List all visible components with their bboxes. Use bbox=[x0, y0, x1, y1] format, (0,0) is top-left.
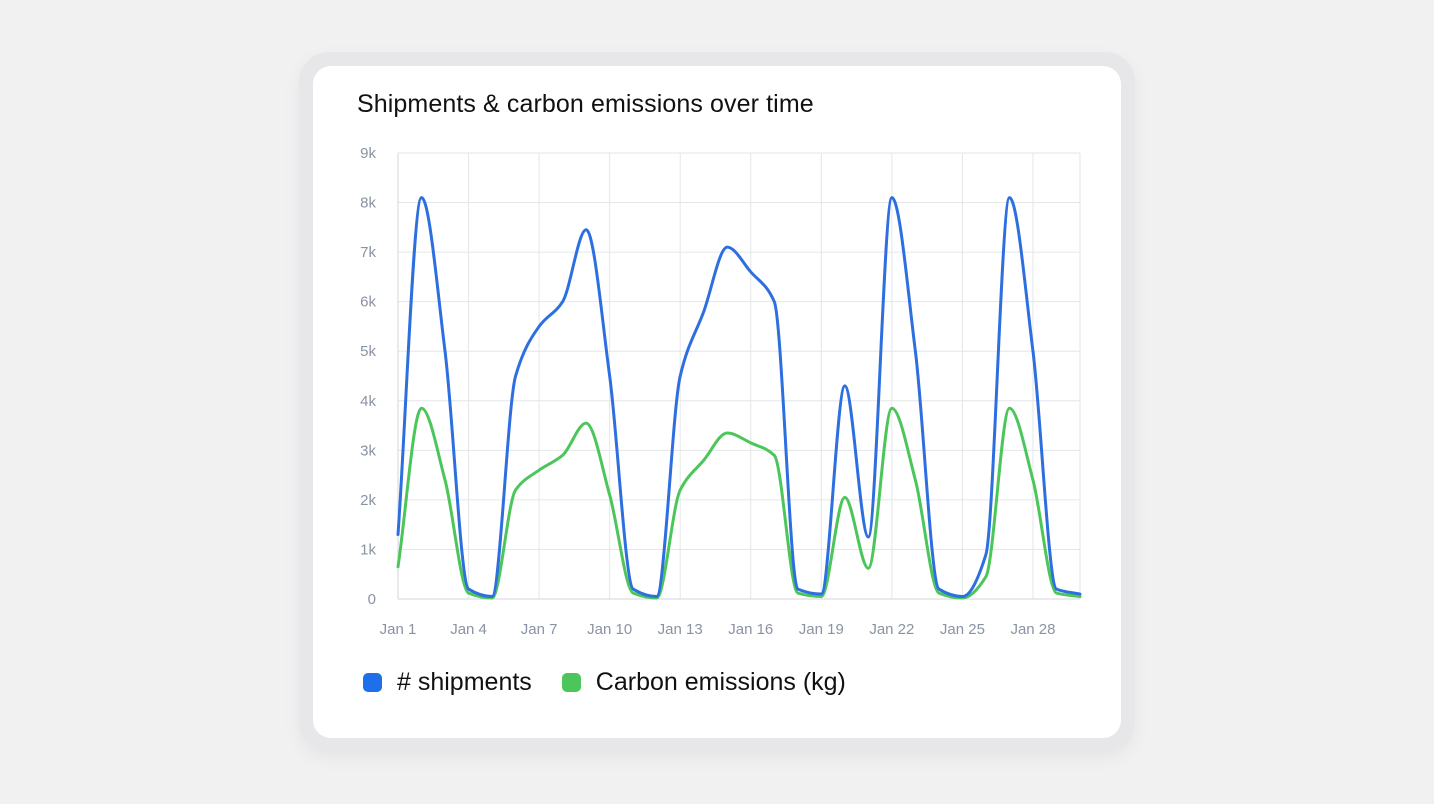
y-tick-label: 4k bbox=[360, 393, 376, 410]
x-tick-label: Jan 16 bbox=[728, 621, 773, 638]
chart-title: Shipments & carbon emissions over time bbox=[357, 90, 814, 118]
legend-label-shipments: # shipments bbox=[397, 668, 532, 696]
x-tick-label: Jan 4 bbox=[450, 621, 487, 638]
series-line-emissions bbox=[396, 406, 1082, 600]
x-tick-label: Jan 1 bbox=[380, 621, 417, 638]
x-tick-label: Jan 7 bbox=[521, 621, 558, 638]
chart-card-frame: Shipments & carbon emissions over time 0… bbox=[299, 52, 1135, 752]
y-tick-label: 1k bbox=[360, 541, 376, 558]
x-tick-label: Jan 28 bbox=[1010, 621, 1055, 638]
legend-label-emissions: Carbon emissions (kg) bbox=[595, 668, 846, 696]
series-line-shipments bbox=[396, 196, 1082, 599]
x-tick-label: Jan 22 bbox=[869, 621, 914, 638]
x-tick-label: Jan 19 bbox=[799, 621, 844, 638]
legend-swatch-emissions bbox=[561, 673, 581, 692]
x-tick-label: Jan 10 bbox=[587, 621, 632, 638]
y-tick-label: 7k bbox=[360, 244, 376, 261]
y-tick-label: 3k bbox=[360, 442, 376, 459]
legend-swatch-shipments bbox=[363, 673, 382, 692]
line-chart: 0 1k 2k 3k 4k 5k 6k 7k 8k 9k Jan 1 Jan 4 Jan 7 Jan 10… bbox=[360, 145, 1082, 638]
y-tick-label: 6k bbox=[360, 294, 376, 311]
chart-card: Shipments & carbon emissions over time 0… bbox=[313, 66, 1121, 738]
chart-legend: # shipments Carbon emissions (kg) bbox=[363, 668, 876, 697]
y-tick-label: 0 bbox=[368, 591, 376, 608]
y-tick-label: 2k bbox=[360, 492, 376, 509]
y-tick-label: 8k bbox=[360, 195, 376, 212]
legend-item-emissions[interactable]: Carbon emissions (kg) bbox=[561, 668, 846, 697]
y-tick-label: 5k bbox=[360, 343, 376, 360]
x-tick-label: Jan 13 bbox=[658, 621, 703, 638]
y-tick-label: 9k bbox=[360, 145, 376, 162]
x-tick-label: Jan 25 bbox=[940, 621, 985, 638]
legend-item-shipments[interactable]: # shipments bbox=[363, 668, 532, 697]
